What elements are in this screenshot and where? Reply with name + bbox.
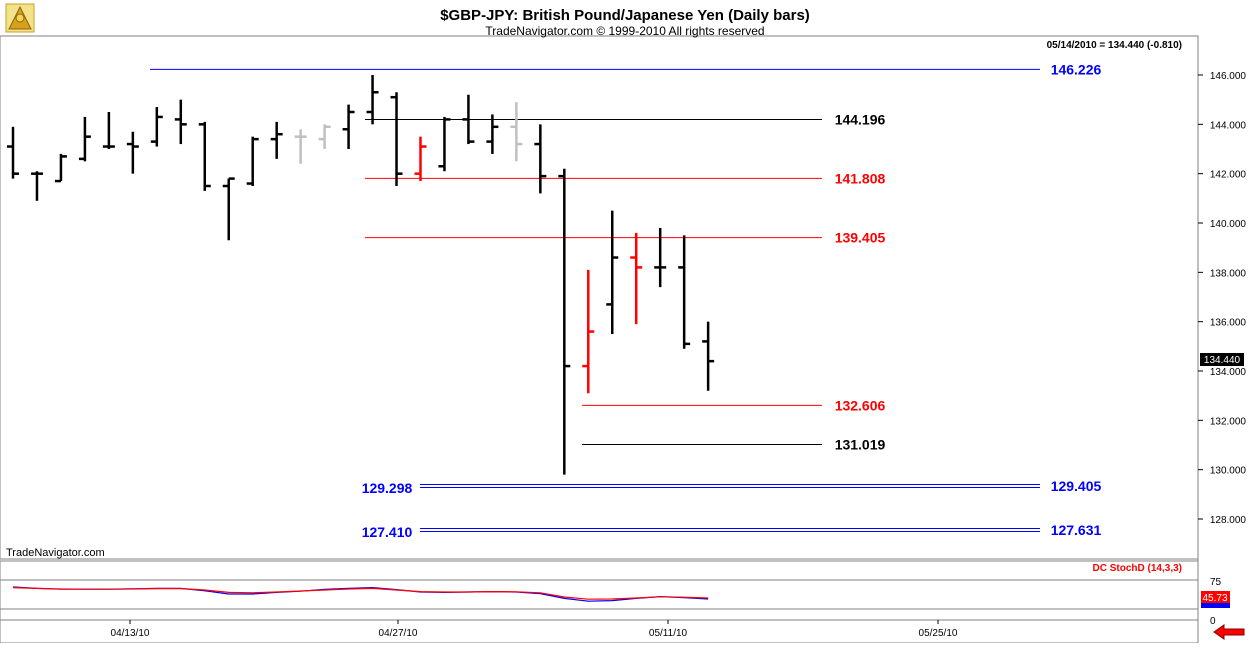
ohlc-bar[interactable] bbox=[126, 131, 139, 174]
stochastic-value-label: 45.73 bbox=[1202, 593, 1227, 604]
ohlc-bar[interactable] bbox=[438, 116, 451, 172]
ohlc-bar[interactable] bbox=[606, 210, 619, 335]
ohlc-bar[interactable] bbox=[318, 124, 331, 150]
ohlc-bar[interactable] bbox=[30, 171, 43, 201]
level-label: 132.606 bbox=[835, 397, 886, 413]
y-tick-label: 138.000 bbox=[1210, 268, 1247, 279]
y-tick-label: 130.000 bbox=[1210, 466, 1247, 477]
y-tick-label: 132.000 bbox=[1210, 416, 1247, 427]
ohlc-bar[interactable] bbox=[198, 121, 211, 191]
x-axis-panel bbox=[0, 619, 1199, 644]
trade-navigator-logo-icon[interactable] bbox=[5, 3, 35, 33]
copyright-notice: TradeNavigator.com © 1999-2010 All right… bbox=[485, 24, 764, 38]
ohlc-bar[interactable] bbox=[270, 121, 283, 159]
ohlc-bar[interactable] bbox=[342, 104, 355, 150]
ohlc-bar[interactable] bbox=[414, 136, 427, 182]
stochastic-panel bbox=[0, 560, 1199, 621]
ohlc-bar[interactable] bbox=[654, 227, 667, 288]
ohlc-bar[interactable] bbox=[7, 126, 19, 179]
ohlc-bar[interactable] bbox=[390, 92, 403, 187]
ohlc-bar[interactable] bbox=[462, 94, 475, 145]
x-tick-label: 05/25/10 bbox=[919, 628, 958, 639]
ohlc-bar[interactable] bbox=[630, 232, 643, 325]
ohlc-bar[interactable] bbox=[582, 269, 595, 394]
ohlc-bar[interactable] bbox=[366, 75, 379, 125]
ohlc-bar[interactable] bbox=[702, 321, 715, 391]
level-label: 127.631 bbox=[1051, 522, 1102, 538]
level-label: 144.196 bbox=[835, 111, 886, 127]
stoch-k-line bbox=[12, 587, 709, 600]
y-tick-label: 128.000 bbox=[1210, 515, 1247, 526]
stoch-tick-0: 0 bbox=[1210, 616, 1216, 627]
price-axis[interactable]: 146.000 144.000 142.000 140.000 138.000 136.0… bbox=[1198, 71, 1246, 526]
ohlc-bar[interactable] bbox=[486, 114, 499, 154]
level-label-left: 129.298 bbox=[362, 480, 413, 496]
level-label: 139.405 bbox=[835, 230, 886, 246]
ohlc-bar[interactable] bbox=[150, 107, 163, 147]
ohlc-bar[interactable] bbox=[54, 153, 67, 183]
watermark: TradeNavigator.com bbox=[6, 547, 105, 559]
y-tick-label: 140.000 bbox=[1210, 219, 1247, 230]
scroll-left-arrow-icon[interactable] bbox=[1213, 624, 1245, 640]
ohlc-bar[interactable] bbox=[222, 177, 235, 241]
ohlc-bar[interactable] bbox=[558, 168, 571, 475]
ohlc-bar[interactable] bbox=[102, 112, 115, 150]
level-label-left: 127.410 bbox=[362, 524, 413, 540]
level-label: 146.226 bbox=[1051, 61, 1102, 77]
last-bar-readout: 05/14/2010 = 134.440 (-0.810) bbox=[1047, 40, 1182, 51]
level-label: 129.405 bbox=[1051, 478, 1102, 494]
level-label: 141.808 bbox=[835, 170, 886, 186]
last-price-label: 134.440 bbox=[1204, 355, 1241, 366]
stochastic-value-badge bbox=[1201, 591, 1230, 603]
y-tick-label: 134.000 bbox=[1210, 367, 1247, 378]
ohlc-bar[interactable] bbox=[78, 116, 91, 162]
ohlc-bar[interactable] bbox=[678, 235, 691, 349]
ohlc-bar[interactable] bbox=[510, 102, 523, 162]
stoch-tick-75: 75 bbox=[1210, 577, 1222, 588]
y-tick-label: 136.000 bbox=[1210, 318, 1247, 329]
y-tick-label: 142.000 bbox=[1210, 170, 1247, 181]
y-tick-label: 146.000 bbox=[1210, 71, 1247, 82]
ohlc-bar[interactable] bbox=[294, 129, 307, 164]
y-tick-label: 144.000 bbox=[1210, 120, 1247, 131]
chart-title: $GBP-JPY: British Pound/Japanese Yen (Da… bbox=[440, 7, 810, 24]
stochastic-name: DC StochD (14,3,3) bbox=[1093, 563, 1182, 574]
x-tick-label: 04/27/10 bbox=[379, 628, 418, 639]
stochastic-lines: 75 0 bbox=[0, 577, 1222, 627]
price-levels: 146.226 144.196 141.808 139.405 132.606 131.0… bbox=[150, 61, 1102, 540]
x-tick-label: 05/11/10 bbox=[649, 628, 688, 639]
ohlc-bar[interactable] bbox=[534, 124, 547, 194]
last-price-badge bbox=[1200, 353, 1244, 366]
price-bars bbox=[7, 75, 715, 475]
x-tick-label: 04/13/10 bbox=[111, 628, 150, 639]
level-label: 131.019 bbox=[835, 437, 886, 453]
stochastic-value-badge-tail bbox=[1201, 603, 1230, 608]
ohlc-bar[interactable] bbox=[174, 99, 187, 145]
date-axis[interactable]: 04/13/10 04/27/10 05/11/10 05/25/10 bbox=[111, 620, 958, 639]
ohlc-bar[interactable] bbox=[246, 136, 259, 187]
